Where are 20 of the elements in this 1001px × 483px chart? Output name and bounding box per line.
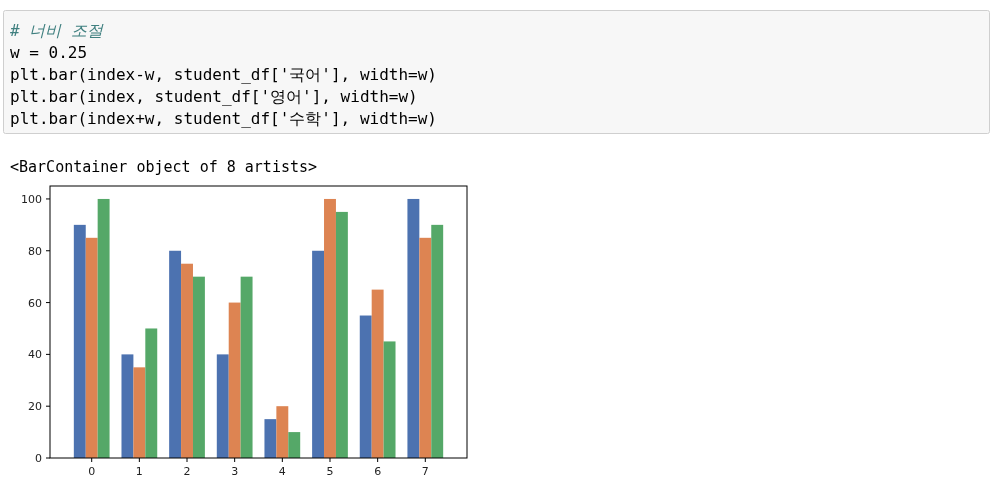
x-tick-label: 7	[421, 465, 429, 478]
annotation: # 너비 조절	[10, 21, 103, 40]
x-tick-label: 6	[374, 465, 382, 478]
x-tick-label: 1	[135, 465, 143, 478]
annotation: plt.bar(index+w, student_df['수학'], width=w)	[10, 109, 437, 128]
y-tick-label: 0	[35, 452, 42, 465]
x-tick-label: 4	[278, 465, 286, 478]
y-tick-label: 20	[28, 400, 42, 414]
y-tick-label: 80	[28, 244, 42, 258]
x-tick-label: 2	[183, 465, 191, 478]
y-tick-label: 60	[28, 296, 42, 310]
annotation: w = 0.25	[10, 43, 88, 62]
y-tick-label: 40	[28, 348, 42, 362]
x-tick-label: 0	[88, 465, 96, 478]
annotation: plt.bar(index, student_df['영어'], width=w)	[10, 87, 418, 106]
y-tick-label: 100	[21, 192, 42, 206]
annotation: <BarContainer object of 8 artists>	[10, 158, 318, 176]
x-tick-label: 5	[326, 465, 334, 478]
annotation: plt.bar(index-w, student_df['국어'], width=w)	[10, 65, 437, 84]
x-tick-label: 3	[231, 465, 239, 478]
